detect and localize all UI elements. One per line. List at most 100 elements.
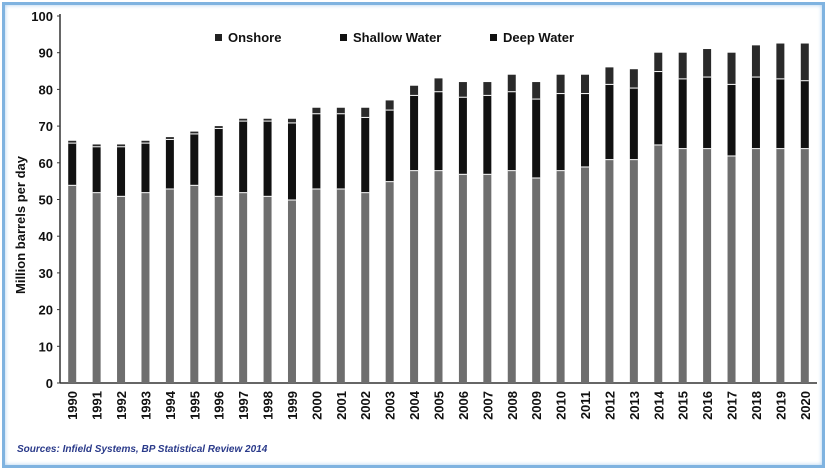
- bar-shallow-water-2015: [678, 78, 687, 149]
- bar-onshore-2011: [581, 166, 590, 383]
- x-tick-label: 2013: [627, 391, 642, 420]
- y-tick-label: 70: [39, 119, 53, 134]
- x-tick-label: 2002: [358, 391, 373, 420]
- legend-label-deep-water: Deep Water: [503, 30, 574, 45]
- bar-onshore-2014: [654, 144, 663, 383]
- bar-deep-water-1999: [287, 118, 296, 123]
- bar-shallow-water-1990: [68, 142, 77, 185]
- bar-deep-water-2005: [434, 78, 443, 92]
- bar-onshore-2002: [361, 192, 370, 383]
- x-tick-label: 2007: [480, 391, 495, 420]
- x-tick-label: 2015: [676, 391, 691, 420]
- x-tick-label: 1998: [261, 391, 276, 420]
- bar-deep-water-2006: [458, 82, 467, 97]
- bar-deep-water-2003: [385, 100, 394, 110]
- bar-deep-water-1998: [263, 118, 272, 121]
- bar-onshore-2010: [556, 170, 565, 383]
- y-tick-label: 90: [39, 46, 53, 61]
- bar-onshore-2012: [605, 159, 614, 383]
- y-tick-label: 50: [39, 193, 53, 208]
- bar-shallow-water-2010: [556, 93, 565, 171]
- bar-deep-water-2007: [483, 82, 492, 95]
- x-tick-label: 2010: [554, 391, 569, 420]
- x-tick-label: 2008: [505, 391, 520, 420]
- bar-shallow-water-1995: [190, 133, 199, 185]
- x-tick-label: 2001: [334, 391, 349, 420]
- bar-shallow-water-1996: [214, 127, 223, 196]
- bar-deep-water-2012: [605, 67, 614, 84]
- bar-separator: [629, 86, 638, 89]
- legend-swatch-deep-water: [490, 34, 497, 41]
- bar-deep-water-2017: [727, 52, 736, 84]
- x-tick-label: 1999: [285, 391, 300, 420]
- bar-onshore-2017: [727, 155, 736, 383]
- x-tick-label: 2014: [651, 390, 666, 420]
- bar-shallow-water-1998: [263, 120, 272, 196]
- bar-deep-water-2008: [507, 74, 516, 92]
- bar-deep-water-2010: [556, 74, 565, 94]
- y-axis-title: Million barrels per day: [13, 155, 28, 294]
- bar-onshore-2007: [483, 173, 492, 383]
- bar-onshore-2013: [629, 159, 638, 383]
- bar-separator: [312, 187, 321, 190]
- bar-shallow-water-2006: [458, 96, 467, 174]
- bar-shallow-water-2009: [532, 98, 541, 178]
- bar-shallow-water-1994: [165, 138, 174, 189]
- bar-onshore-2016: [703, 148, 712, 383]
- bar-deep-water-1995: [190, 131, 199, 134]
- x-tick-label: 2018: [749, 391, 764, 420]
- bar-shallow-water-2019: [776, 78, 785, 149]
- legend-label-shallow-water: Shallow Water: [353, 30, 441, 45]
- y-tick-label: 100: [31, 9, 53, 24]
- x-tick-label: 2012: [602, 391, 617, 420]
- bar-shallow-water-1999: [287, 122, 296, 200]
- y-tick-label: 20: [39, 303, 53, 318]
- bar-onshore-2001: [336, 188, 345, 383]
- bar-onshore-2009: [532, 177, 541, 383]
- x-tick-label: 2006: [456, 391, 471, 420]
- bar-separator: [727, 154, 736, 157]
- bar-onshore-1997: [239, 192, 248, 383]
- bar-deep-water-2004: [410, 85, 419, 95]
- x-tick-label: 2019: [773, 391, 788, 420]
- bar-shallow-water-2013: [629, 87, 638, 160]
- bar-onshore-1992: [117, 195, 126, 383]
- bars: [68, 43, 809, 383]
- bar-shallow-water-1993: [141, 142, 150, 193]
- x-tick-label: 2011: [578, 391, 593, 419]
- x-tick-label: 1997: [236, 391, 251, 420]
- bar-shallow-water-2003: [385, 109, 394, 182]
- y-tick-label: 0: [46, 376, 53, 391]
- bar-shallow-water-2008: [507, 91, 516, 171]
- bar-deep-water-2020: [800, 43, 809, 81]
- bar-deep-water-2016: [703, 49, 712, 77]
- bar-onshore-1995: [190, 184, 199, 383]
- bar-deep-water-2015: [678, 52, 687, 79]
- bar-onshore-1994: [165, 188, 174, 383]
- bar-deep-water-2013: [629, 69, 638, 88]
- bar-shallow-water-1991: [92, 146, 101, 193]
- bar-deep-water-2011: [581, 74, 590, 94]
- x-tick-label: 1991: [90, 391, 105, 420]
- bar-deep-water-2014: [654, 52, 663, 72]
- y-tick-label: 30: [39, 266, 53, 281]
- bar-shallow-water-2020: [800, 80, 809, 149]
- x-tick-label: 1995: [187, 391, 202, 420]
- bar-onshore-1993: [141, 192, 150, 383]
- x-tick-label: 1994: [163, 390, 178, 420]
- bar-shallow-water-2014: [654, 71, 663, 145]
- legend-swatch-onshore: [215, 34, 222, 41]
- bar-onshore-2019: [776, 148, 785, 383]
- bar-shallow-water-2005: [434, 91, 443, 171]
- bar-onshore-2020: [800, 148, 809, 383]
- bar-deep-water-1992: [117, 144, 126, 147]
- bar-shallow-water-1992: [117, 146, 126, 196]
- bar-shallow-water-1997: [239, 120, 248, 193]
- x-tick-label: 2016: [700, 391, 715, 420]
- bar-deep-water-1990: [68, 140, 77, 143]
- legend-label-onshore: Onshore: [228, 30, 281, 45]
- bar-shallow-water-2018: [751, 76, 760, 149]
- x-tick-label: 2004: [407, 390, 422, 420]
- x-tick-label: 2009: [529, 391, 544, 420]
